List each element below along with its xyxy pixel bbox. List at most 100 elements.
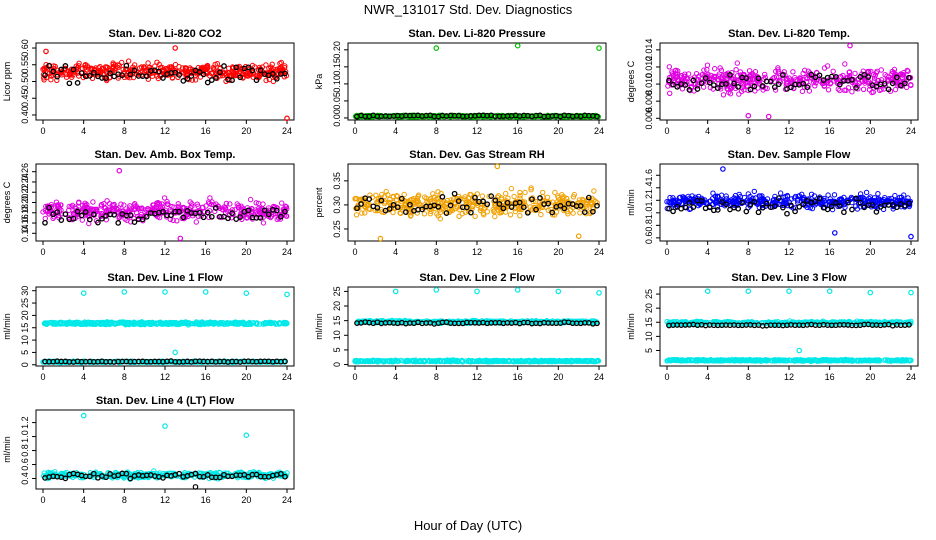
data-point (767, 78, 774, 85)
data-point (698, 80, 705, 87)
series-1 (41, 289, 290, 356)
data-point (800, 70, 806, 77)
data-point (225, 215, 231, 222)
x-tick-label: 12 (472, 372, 482, 382)
data-point (92, 206, 98, 213)
data-point (157, 204, 164, 210)
panel-title: Stan. Dev. Line 3 Flow (731, 272, 847, 284)
y-tick-label: 0.10 (332, 75, 342, 93)
x-tick-label: 4 (705, 372, 710, 382)
outlier-point (514, 287, 521, 293)
data-point (208, 213, 215, 220)
data-point (731, 80, 737, 87)
data-point (183, 65, 190, 71)
data-point (160, 208, 166, 215)
data-point (743, 75, 750, 81)
data-point (112, 62, 118, 68)
x-tick-label: 4 (705, 126, 710, 136)
data-point (215, 204, 222, 210)
data-point (214, 61, 221, 67)
data-point (897, 82, 904, 89)
data-point (196, 209, 203, 216)
outlier-point (121, 289, 128, 295)
data-point (115, 220, 122, 226)
y-tick-label: 0.010 (644, 73, 654, 96)
data-point (881, 80, 888, 87)
data-point (82, 200, 88, 207)
data-point (257, 215, 264, 221)
data-point (184, 75, 191, 82)
data-point (176, 72, 183, 78)
data-point (726, 89, 732, 96)
data-point (900, 72, 907, 78)
data-point (591, 188, 597, 194)
x-tick-label: 4 (393, 372, 398, 382)
data-point (248, 208, 255, 215)
data-point (849, 76, 855, 83)
data-point (675, 68, 681, 74)
x-tick-label: 16 (825, 247, 835, 257)
data-point (200, 214, 207, 221)
data-point (169, 75, 176, 81)
data-point (174, 218, 180, 224)
data-point (718, 67, 725, 74)
x-tick-label: 24 (282, 126, 292, 136)
x-tick-label: 12 (472, 247, 482, 257)
panel-title: Stan. Dev. Li-820 Pressure (408, 28, 545, 40)
data-point (507, 212, 514, 218)
data-point (260, 220, 267, 226)
outlier-point (831, 230, 838, 236)
y-tick-label: 0.8 (644, 219, 654, 232)
y-tick-label: 25 (332, 286, 342, 296)
y-axis-label: degrees C (2, 181, 12, 223)
y-tick-label: 0.60 (20, 39, 30, 57)
data-point (706, 79, 713, 86)
data-point (66, 207, 72, 214)
data-point (265, 211, 272, 218)
data-point (95, 219, 101, 226)
x-tick-label: 16 (201, 372, 211, 382)
data-point (508, 185, 515, 192)
data-point (863, 189, 870, 196)
outlier-point (745, 112, 752, 119)
data-point (119, 72, 126, 79)
plot-frame (347, 286, 607, 367)
data-point (861, 71, 868, 78)
data-point (187, 204, 194, 211)
data-point (187, 199, 193, 205)
data-point (841, 209, 847, 216)
x-tick-label: 12 (160, 126, 170, 136)
data-point (227, 201, 233, 207)
data-point (860, 86, 867, 93)
y-tick-label: 0.16 (20, 214, 30, 232)
y-tick-label: 0 (20, 362, 30, 367)
series-2 (354, 112, 600, 120)
y-tick-label: 10 (332, 330, 342, 340)
data-point (143, 73, 150, 80)
data-point (712, 66, 718, 72)
x-tick-label: 20 (553, 126, 563, 136)
y-tick-label: 0.18 (20, 204, 30, 222)
data-point (720, 92, 727, 98)
data-point (869, 89, 875, 96)
data-point (200, 68, 206, 74)
data-point (257, 67, 264, 74)
data-point (746, 68, 753, 74)
y-tick-label: 0.00 (332, 109, 342, 127)
data-point (123, 62, 130, 69)
data-point (168, 212, 174, 219)
data-point (210, 70, 216, 76)
series-2 (352, 357, 602, 365)
data-point (772, 87, 779, 93)
data-point (878, 67, 884, 73)
outlier-point (494, 163, 501, 170)
data-point (682, 71, 688, 77)
outlier-point (172, 45, 179, 51)
x-tick-label: 20 (241, 372, 251, 382)
series-1 (40, 45, 290, 122)
x-tick-label: 0 (40, 126, 45, 136)
x-tick-label: 8 (122, 372, 127, 382)
data-point (716, 71, 722, 77)
y-tick-label: 1.4 (644, 182, 654, 195)
